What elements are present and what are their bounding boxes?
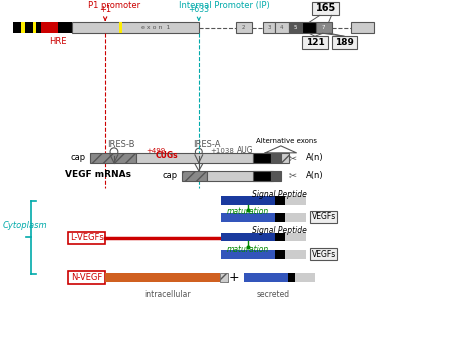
Bar	[119, 22, 122, 33]
Text: maturation: maturation	[227, 207, 269, 216]
Text: L-VEGFs: L-VEGFs	[70, 233, 103, 243]
Bar	[285, 195, 306, 205]
Bar	[221, 232, 275, 241]
Text: IRES-A: IRES-A	[193, 140, 220, 150]
Text: +1: +1	[99, 5, 111, 20]
Bar	[285, 251, 306, 260]
Bar	[207, 171, 273, 181]
Text: 7: 7	[322, 25, 326, 30]
Text: 165: 165	[316, 3, 336, 13]
Text: 4: 4	[280, 25, 283, 30]
Bar	[281, 153, 289, 163]
Bar	[310, 211, 337, 223]
Bar	[310, 248, 337, 260]
Bar	[244, 273, 288, 282]
Bar	[285, 232, 306, 241]
Text: intracellular: intracellular	[144, 290, 191, 299]
Bar	[271, 171, 281, 181]
Bar	[351, 22, 374, 33]
Bar	[58, 22, 72, 33]
Text: 189: 189	[335, 38, 354, 47]
Text: ✂: ✂	[289, 153, 297, 163]
Bar	[221, 212, 275, 222]
Text: ✂: ✂	[289, 171, 297, 181]
Text: 3: 3	[267, 25, 271, 30]
Text: secreted: secreted	[256, 290, 290, 299]
Text: maturation: maturation	[227, 245, 269, 254]
Text: P1 promoter: P1 promoter	[88, 1, 140, 10]
Text: AUG: AUG	[237, 146, 254, 155]
Text: VEGFs: VEGFs	[311, 212, 336, 221]
Bar	[275, 22, 289, 33]
Text: CUGs: CUGs	[155, 151, 178, 160]
Text: IRES-B: IRES-B	[107, 140, 135, 150]
Bar	[275, 232, 285, 241]
Text: e x o n  1: e x o n 1	[141, 25, 171, 30]
Text: A(n): A(n)	[306, 171, 324, 180]
Bar	[105, 273, 220, 282]
Text: VEGF mRNAs: VEGF mRNAs	[65, 170, 131, 179]
Text: A(n): A(n)	[306, 153, 324, 162]
Bar	[263, 22, 275, 33]
Bar	[137, 153, 254, 163]
Bar	[182, 171, 207, 181]
Text: HRE: HRE	[50, 37, 67, 46]
Text: 5: 5	[294, 25, 297, 30]
Text: Signal Peptide: Signal Peptide	[252, 226, 307, 235]
Bar	[316, 22, 331, 33]
Text: N-VEGF: N-VEGF	[71, 273, 102, 282]
Bar	[33, 22, 36, 33]
Bar	[275, 212, 285, 222]
Text: cap: cap	[71, 153, 86, 162]
Bar	[90, 153, 137, 163]
Bar	[68, 232, 105, 244]
Text: Internal Promoter (IP): Internal Promoter (IP)	[179, 1, 270, 10]
Bar	[331, 36, 357, 49]
Bar	[285, 212, 306, 222]
Bar	[72, 22, 199, 33]
Text: +499: +499	[146, 148, 165, 154]
Bar	[21, 22, 25, 33]
Text: 121: 121	[306, 38, 324, 47]
Bar	[221, 251, 275, 260]
Bar	[221, 195, 275, 205]
Bar	[312, 3, 339, 15]
Bar	[275, 251, 285, 260]
Text: +1038: +1038	[210, 148, 234, 154]
Bar	[275, 195, 285, 205]
Bar	[302, 36, 328, 49]
Bar	[220, 273, 228, 282]
Bar	[68, 272, 105, 284]
Bar	[254, 153, 271, 163]
Text: +633: +633	[188, 5, 210, 20]
Text: Signal Peptide: Signal Peptide	[252, 190, 307, 199]
Text: 2: 2	[242, 25, 246, 30]
Text: cap: cap	[162, 171, 177, 180]
Bar	[254, 171, 271, 181]
Text: Alternative exons: Alternative exons	[256, 138, 317, 144]
Text: Cytoplasm: Cytoplasm	[3, 221, 47, 230]
Text: +: +	[228, 272, 239, 284]
Bar	[13, 22, 72, 33]
Bar	[236, 22, 252, 33]
Bar	[302, 22, 316, 33]
Bar	[295, 273, 315, 282]
Bar	[271, 153, 281, 163]
Bar	[288, 273, 295, 282]
Text: VEGFs: VEGFs	[311, 250, 336, 259]
Bar	[41, 22, 58, 33]
Bar	[289, 22, 302, 33]
